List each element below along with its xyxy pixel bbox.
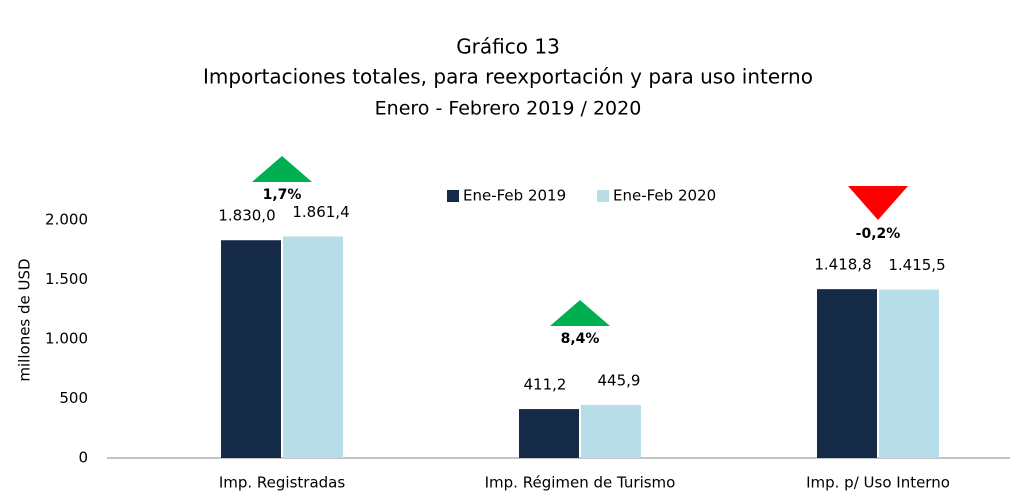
value-label: 411,2 — [524, 376, 567, 394]
chart-period: Enero - Febrero 2019 / 2020 — [375, 98, 642, 120]
chart-subtitle: Importaciones totales, para reexportació… — [203, 65, 813, 89]
y-tick-label: 500 — [59, 389, 88, 407]
x-tick-label: Imp. Régimen de Turismo — [485, 474, 676, 492]
bar — [519, 409, 579, 458]
bar — [283, 236, 343, 458]
y-tick-label: 1.500 — [45, 270, 88, 288]
bar — [817, 289, 877, 458]
value-label: 1.861,4 — [292, 203, 349, 221]
y-tick-label: 1.000 — [45, 330, 88, 348]
bar — [221, 240, 281, 458]
x-tick-label: Imp. p/ Uso Interno — [806, 474, 950, 492]
value-label: 1.415,5 — [888, 256, 945, 274]
legend-swatch — [597, 190, 609, 202]
y-axis-label: millones de USD — [16, 258, 34, 381]
y-tick-label: 2.000 — [45, 211, 88, 229]
y-tick-label: 0 — [78, 449, 88, 467]
legend-swatch — [447, 190, 459, 202]
change-arrow — [848, 186, 908, 220]
value-label: 445,9 — [598, 371, 641, 389]
change-label: 1,7% — [263, 187, 302, 203]
chart-title: Gráfico 13 — [456, 35, 560, 59]
value-label: 1.418,8 — [814, 256, 871, 274]
x-tick-label: Imp. Registradas — [219, 474, 346, 492]
bar — [581, 404, 641, 458]
value-label: 1.830,0 — [218, 207, 275, 225]
change-label: -0,2% — [856, 226, 901, 242]
change-label: 8,4% — [561, 331, 600, 347]
change-arrow — [550, 300, 610, 326]
legend-label: Ene-Feb 2020 — [613, 187, 716, 205]
legend-label: Ene-Feb 2019 — [463, 187, 566, 205]
change-arrow — [252, 156, 312, 182]
bar — [879, 289, 939, 458]
